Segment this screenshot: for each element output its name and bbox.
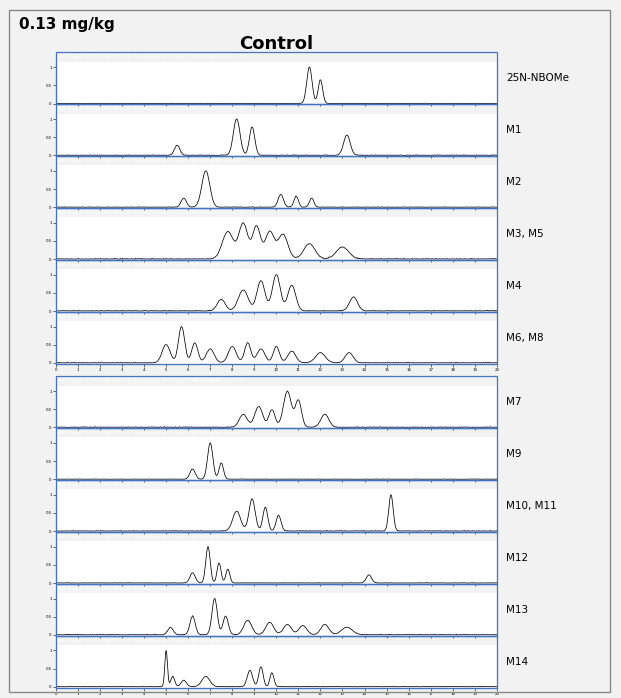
Text: MRM Frag=0.1V CE=0.000 CXP=0.00 Threshold=0.00 Step=1 + MRM 25N-NBOMe_Urine_h=0: MRM Frag=0.1V CE=0.000 CXP=0.00 Threshol… xyxy=(58,431,245,436)
Text: M2: M2 xyxy=(506,177,522,187)
Text: M3, M5: M3, M5 xyxy=(506,229,544,239)
Text: MRM Frag=0.1V CE=0.000 CXP=0.00 Threshold=0.00 Step=1 + MRM 25N-NBOMe_Urine_h=0: MRM Frag=0.1V CE=0.000 CXP=0.00 Threshol… xyxy=(58,535,245,539)
Text: M6, M8: M6, M8 xyxy=(506,333,544,343)
Text: MRM Frag=0.1V CE=0.000 CXP=0.00 Threshold=0.00 Step=1 + MRM 25N-NBOMe_Urine_h=0: MRM Frag=0.1V CE=0.000 CXP=0.00 Threshol… xyxy=(58,55,245,59)
Text: 0.13 mg/kg: 0.13 mg/kg xyxy=(19,17,114,32)
Text: MRM Frag=0.1V CE=0.000 CXP=0.00 Threshold=0.00 Step=1 + MRM 25N-NBOMe_Urine_h=0: MRM Frag=0.1V CE=0.000 CXP=0.00 Threshol… xyxy=(58,587,245,591)
Text: M13: M13 xyxy=(506,604,528,615)
Text: Control: Control xyxy=(239,35,314,53)
Text: M4: M4 xyxy=(506,281,522,291)
Text: M12: M12 xyxy=(506,553,528,563)
Text: MRM Frag=0.1V CE=0.000 CXP=0.00 Threshold=0.00 Step=1 + MRM 25N-NBOMe_Urine_h=0: MRM Frag=0.1V CE=0.000 CXP=0.00 Threshol… xyxy=(58,639,245,643)
Text: MRM Frag=0.1V CE=0.000 CXP=0.00 Threshold=0.00 Step=1 + MRM 25N-NBOMe_Urine_h=0: MRM Frag=0.1V CE=0.000 CXP=0.00 Threshol… xyxy=(58,379,245,383)
Text: MRM Frag=0.1V CE=0.000 CXP=0.00 Threshold=0.00 Step=1 + MRM 25N-NBOMe_Urine_h=0: MRM Frag=0.1V CE=0.000 CXP=0.00 Threshol… xyxy=(58,211,245,215)
Text: M10, M11: M10, M11 xyxy=(506,501,557,511)
Text: 25N-NBOMe: 25N-NBOMe xyxy=(506,73,569,83)
Text: MRM Frag=0.1V CE=0.000 CXP=0.00 Threshold=0.00 Step=1 + MRM 25N-NBOMe_Urine_h=0: MRM Frag=0.1V CE=0.000 CXP=0.00 Threshol… xyxy=(58,107,245,112)
Text: MRM Frag=0.1V CE=0.000 CXP=0.00 Threshold=0.00 Step=1 + MRM 25N-NBOMe_Urine_h=0: MRM Frag=0.1V CE=0.000 CXP=0.00 Threshol… xyxy=(58,263,245,267)
Text: MRM Frag=0.1V CE=0.000 CXP=0.00 Threshold=0.00 Step=1 + MRM 25N-NBOMe_Urine_h=0: MRM Frag=0.1V CE=0.000 CXP=0.00 Threshol… xyxy=(58,159,245,163)
Text: M14: M14 xyxy=(506,657,528,667)
Text: MRM Frag=0.1V CE=0.000 CXP=0.00 Threshold=0.00 Step=1 + MRM 25N-NBOMe_Urine_h=0: MRM Frag=0.1V CE=0.000 CXP=0.00 Threshol… xyxy=(58,315,245,319)
Text: M1: M1 xyxy=(506,125,522,135)
Text: MRM Frag=0.1V CE=0.000 CXP=0.00 Threshold=0.00 Step=1 + MRM 25N-NBOMe_Urine_h=0: MRM Frag=0.1V CE=0.000 CXP=0.00 Threshol… xyxy=(58,483,245,487)
Text: M7: M7 xyxy=(506,397,522,407)
Text: M9: M9 xyxy=(506,449,522,459)
